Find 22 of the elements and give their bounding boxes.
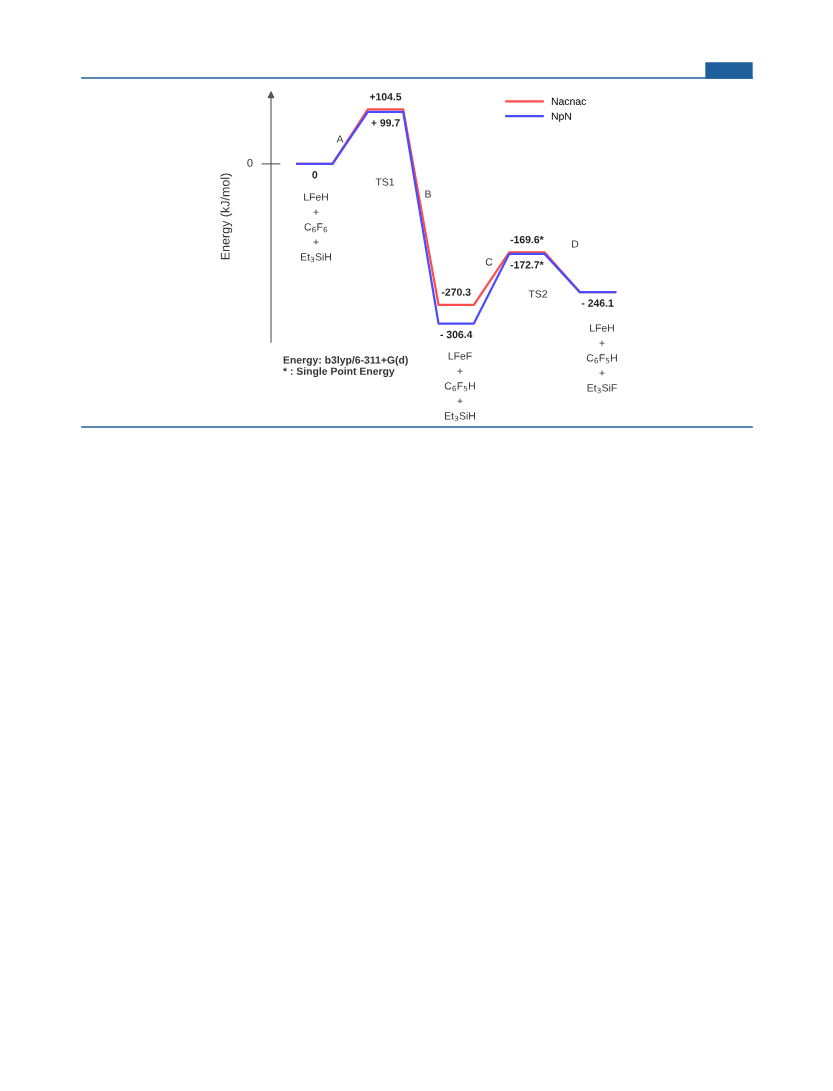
data-label: + 99.7 [371,119,400,127]
annotation: A [336,135,344,143]
annotation: C [485,258,493,266]
y-axis-title: Energy (kJ/mol) [220,173,233,260]
legend-label: NpN [551,112,572,122]
data-label: - 306.4 [440,330,473,339]
data-label: - 246.1 [581,299,614,307]
data-label: 0 [312,171,318,179]
data-label: -270.3 [441,288,471,296]
annotation: TS1 [375,178,395,186]
data-label: -172.7* [510,261,544,269]
text: Energy: b3lyp/6-311+G(d) * : Single Point Energy [283,356,408,378]
text: LFeH + C$_{6}$F$_{5}$H + Et$_{3}$SiF [586,324,617,394]
annotation: B [425,190,431,198]
data-label: +104.5 [369,93,402,101]
text: LFeH + C$_{6}$F$_{6}$ + Et$_{3}$SiH [301,193,331,263]
annotation: TS2 [528,290,548,298]
data-label: -169.6* [510,235,544,244]
annotation: D [572,240,579,248]
legend-label: Nacnac [551,97,587,106]
ref-line-label: 0 [247,159,253,167]
text: LFeF + C$_{6}$F$_{5}$H + Et$_{3}$SiH [444,352,475,422]
